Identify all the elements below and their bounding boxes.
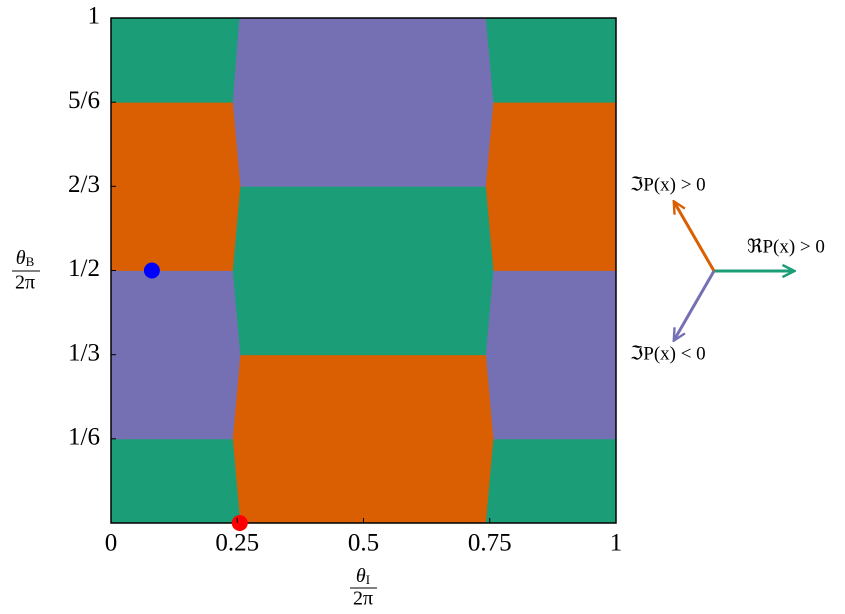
x-axis-label: θI 2π xyxy=(350,565,377,610)
y-label-numerator: θB xyxy=(16,247,35,269)
phase-region xyxy=(232,185,495,271)
y-tick-label: 1/2 xyxy=(68,255,100,282)
x-label-numerator: θI xyxy=(356,565,370,587)
y-label-symbol: θ xyxy=(16,247,26,269)
y-label-subscript: B xyxy=(26,254,35,269)
y-axis-label: θB 2π xyxy=(12,247,40,294)
phase-region xyxy=(110,354,242,440)
marker-point xyxy=(143,262,160,279)
phase-region xyxy=(485,354,617,440)
phase-region xyxy=(485,438,617,524)
phase-region xyxy=(110,270,242,356)
phase-region xyxy=(485,185,617,271)
phase-region xyxy=(232,438,495,524)
y-tick-label: 5/6 xyxy=(68,87,100,114)
phase-region xyxy=(110,101,242,187)
x-label-symbol: θ xyxy=(356,565,366,587)
x-tick-label: 0 xyxy=(105,530,118,557)
legend-label: ℑP(x) < 0 xyxy=(630,343,706,364)
phase-region xyxy=(485,17,617,103)
phase-region xyxy=(485,270,617,356)
x-tick-label: 0.5 xyxy=(348,530,379,557)
x-label-denominator: 2π xyxy=(353,588,373,610)
legend-arrow xyxy=(675,203,716,272)
y-tick-label: 2/3 xyxy=(68,171,100,198)
legend-arrow xyxy=(675,270,716,339)
y-tick-label: 1 xyxy=(88,3,101,30)
overlay xyxy=(143,262,248,531)
x-label-subscript: I xyxy=(366,572,370,587)
x-tick-label: 0.75 xyxy=(468,530,512,557)
legend: ℜP(x) > 0 ℑP(x) > 0 ℑP(x) < 0 xyxy=(630,174,825,364)
phase-region xyxy=(110,438,242,524)
marker-point xyxy=(231,515,248,531)
x-tick-label: 1 xyxy=(610,530,623,557)
phase-region xyxy=(110,185,242,271)
x-tick-label: 0.25 xyxy=(215,530,259,557)
phase-region xyxy=(232,17,495,103)
legend-label: ℜP(x) > 0 xyxy=(747,236,825,257)
y-tick-label: 1/3 xyxy=(68,339,100,366)
phase-region xyxy=(232,270,495,356)
phase-region xyxy=(485,101,617,187)
regions xyxy=(110,17,617,524)
y-label-denominator: 2π xyxy=(15,272,35,294)
y-tick-label: 1/6 xyxy=(68,424,100,451)
phase-region xyxy=(232,354,495,440)
phase-region xyxy=(110,17,241,103)
phase-region xyxy=(232,101,495,187)
legend-label: ℑP(x) > 0 xyxy=(630,174,706,195)
